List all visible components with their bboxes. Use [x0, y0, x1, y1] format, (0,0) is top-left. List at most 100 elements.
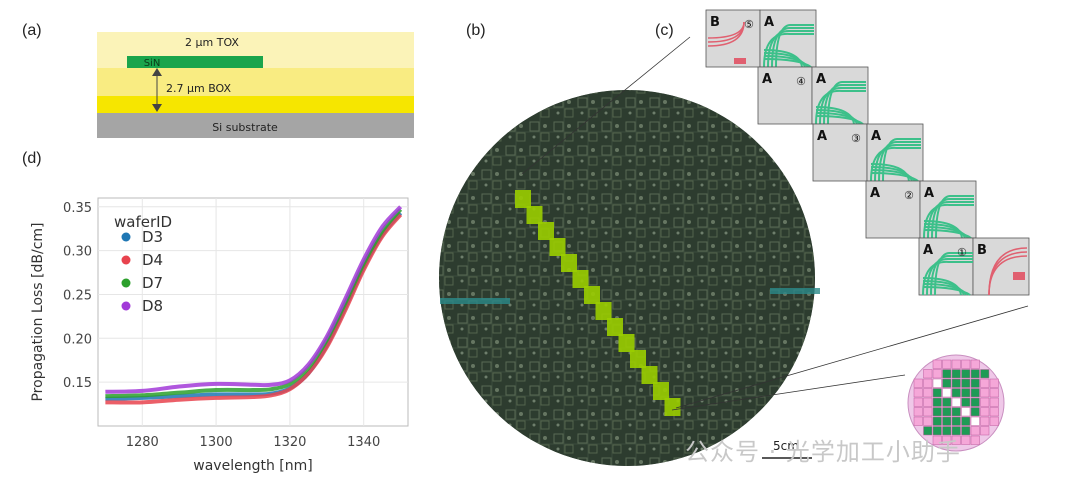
legend-marker-d8 [121, 301, 131, 311]
inset-die [961, 388, 971, 398]
inset-die [923, 388, 933, 398]
reticle-marker: ④ [796, 75, 806, 88]
inset-die [989, 397, 999, 407]
inset-die [923, 378, 933, 388]
inset-die [913, 407, 923, 417]
waveguide-spiral [870, 172, 919, 182]
legend-title: waferID [114, 213, 172, 231]
panel-label-a: (a) [22, 22, 42, 39]
inset-die [970, 359, 980, 369]
red-structure [707, 21, 745, 47]
inset-die [961, 416, 971, 426]
plot-area [97, 197, 409, 427]
highlighted-die [641, 366, 658, 384]
reticle-label-right: A [764, 15, 774, 30]
reticle-label-left: A [923, 243, 933, 258]
inset-die [942, 435, 952, 445]
arrow-down-icon [152, 104, 162, 112]
reticle-pair: A A② [865, 180, 977, 239]
legend-marker-d3 [121, 232, 131, 242]
inset-die [932, 359, 942, 369]
series-line-d8 [105, 205, 403, 394]
legend-marker-d7 [121, 278, 131, 288]
wafer-holder-left [440, 298, 510, 304]
inset-die [913, 416, 923, 426]
panel-label-c: (c) [655, 22, 674, 39]
inset-die [970, 388, 980, 398]
highlighted-die [515, 190, 531, 208]
wafer: 5cm [439, 36, 1029, 466]
reticle-pair: A A③ [812, 123, 924, 182]
y-tick-label: 0.30 [63, 245, 92, 260]
chart-legend: waferID D3 D4 D7 D8 [114, 213, 172, 315]
y-tick-label: 0.20 [63, 332, 92, 347]
x-tick-label: 1300 [200, 435, 233, 450]
reticle-pair: A A④ [757, 66, 869, 125]
waveguide-spiral [815, 115, 864, 125]
inset-die [951, 388, 961, 398]
wafer-map-inset [907, 354, 1005, 452]
zoom-line-top [521, 36, 691, 175]
inset-die [932, 369, 942, 379]
waveguide-spiral [763, 32, 814, 68]
inset-die [923, 369, 933, 379]
y-tick-label: 0.35 [63, 201, 92, 216]
inset-die [932, 407, 942, 417]
waveguide-spiral [763, 52, 806, 68]
waveguide-spiral [923, 229, 972, 239]
highlighted-die [618, 334, 635, 352]
reticle-chain: B A⑤A A④A A③A A②A B① [705, 9, 1030, 296]
waveguide-spiral [815, 109, 858, 125]
chart-series [105, 205, 403, 405]
wafer-holder-right [770, 288, 820, 294]
inset-die [932, 388, 942, 398]
inset-die [923, 407, 933, 417]
inset-die [970, 397, 980, 407]
legend-entry-d7: D7 [142, 274, 163, 292]
red-structure [988, 255, 1028, 296]
highlighted-die-diagonal [515, 190, 681, 416]
inset-die [980, 416, 990, 426]
watermark: 公众号 · 光学加工小助手 [685, 438, 961, 466]
inset-die [980, 397, 990, 407]
inset-die [970, 369, 980, 379]
reticle-marker: ③ [851, 132, 861, 145]
waveguide-spiral [922, 280, 965, 296]
y-tick-label: 0.25 [63, 288, 92, 303]
substrate-label: Si substrate [212, 121, 278, 134]
reticle-label-right: B [977, 243, 987, 258]
waveguide-spiral [870, 166, 913, 182]
reticle-left [812, 123, 868, 182]
highlighted-die [538, 222, 554, 240]
highlighted-die [630, 350, 646, 368]
inset-die [951, 359, 961, 369]
sin-core [127, 56, 263, 68]
inset-die [989, 407, 999, 417]
inset-die [989, 416, 999, 426]
inset-die [942, 407, 952, 417]
red-pads [734, 58, 746, 64]
reticle-marker: ⑤ [744, 18, 754, 31]
reticle-label-right: A [871, 129, 881, 144]
inset-die [951, 407, 961, 417]
inset-die [913, 378, 923, 388]
red-pads [1013, 272, 1025, 280]
inset-die [951, 416, 961, 426]
highlighted-die [561, 254, 577, 272]
inset-die [961, 359, 971, 369]
x-tick-label: 1320 [273, 435, 306, 450]
waveguide-spiral [815, 89, 866, 125]
series-line-d4 [105, 213, 403, 405]
inset-die [980, 388, 990, 398]
inset-die [923, 426, 933, 436]
highlighted-die [584, 286, 600, 304]
reticle-marker: ② [904, 189, 914, 202]
x-axis-label: wavelength [nm] [193, 458, 312, 474]
box-layer-upper [97, 68, 414, 96]
waveguide-spiral [922, 260, 973, 296]
zoom-line-bottom [675, 305, 1029, 409]
highlighted-die [526, 206, 543, 224]
y-axis-label: Propagation Loss [dB/cm] [30, 222, 46, 401]
highlighted-die [664, 398, 681, 416]
